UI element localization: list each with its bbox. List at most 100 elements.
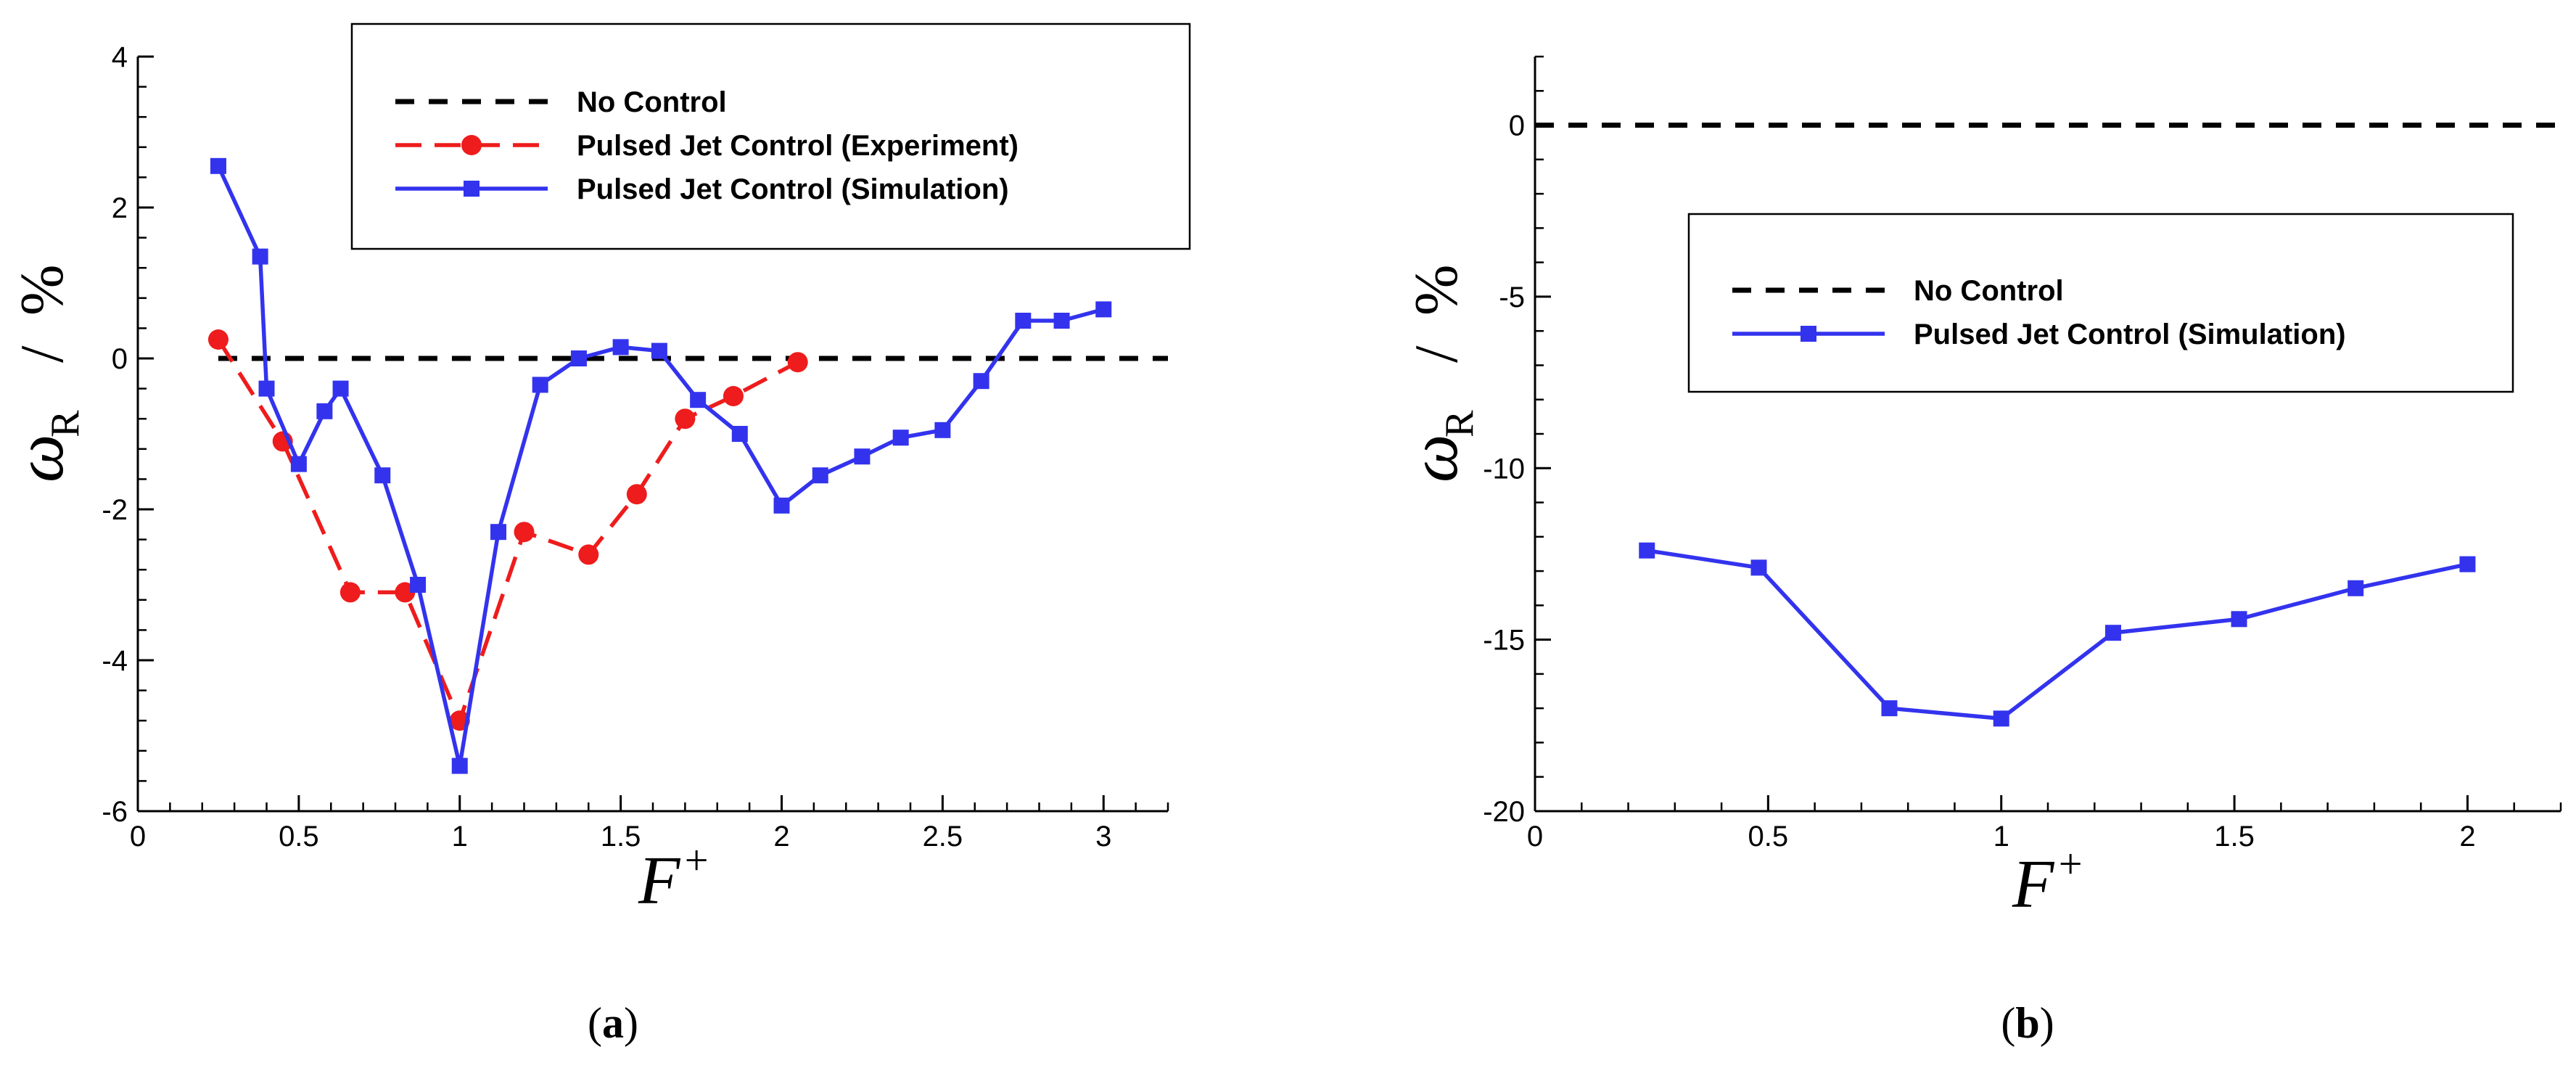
- data-point: [210, 157, 226, 174]
- y-axis-label: ωR /%: [1396, 265, 1482, 482]
- x-tick-label: 0.5: [1748, 821, 1789, 853]
- legend-label: No Control: [577, 86, 727, 118]
- data-point: [1993, 710, 2009, 727]
- caption-letter: b: [2015, 999, 2039, 1047]
- legend-box: [350, 22, 1191, 250]
- data-point: [1015, 313, 1032, 329]
- data-point: [2459, 556, 2476, 572]
- data-point: [252, 248, 268, 265]
- legend: No Control Pulsed Jet Control (Simulation…: [1687, 213, 2514, 393]
- data-point: [514, 522, 535, 543]
- data-point: [2104, 625, 2121, 641]
- x-axis-label: F: [2012, 847, 2055, 922]
- data-point: [532, 377, 548, 393]
- series-3: [210, 157, 1112, 774]
- data-point: [787, 352, 808, 373]
- data-point: [570, 350, 587, 366]
- data-point: [258, 380, 275, 397]
- y-tick-label: -4: [102, 645, 128, 677]
- x-tick-label: 0.5: [279, 821, 319, 853]
- caption-open: (: [2001, 999, 2015, 1047]
- data-point: [332, 380, 349, 397]
- y-tick-label: -6: [102, 796, 128, 828]
- y-axis-symbol: ω: [1396, 435, 1472, 482]
- data-point: [934, 422, 951, 438]
- y-axis-separator: /: [9, 345, 76, 363]
- y-tick-label: 0: [1509, 110, 1525, 142]
- data-point: [340, 582, 361, 603]
- chart-panel-b: 0 0.5 1 1.5 2 -20 -15 -10 -5 0 No Control Pulsed Je…: [1396, 55, 2562, 1047]
- x-tick-label: 0: [130, 821, 146, 853]
- y-axis-separator: /: [1403, 345, 1470, 363]
- data-point: [2231, 611, 2247, 628]
- x-tick-label: 2: [773, 821, 789, 853]
- data-point: [290, 456, 307, 472]
- data-point: [1095, 301, 1112, 318]
- data-point: [651, 342, 667, 359]
- y-tick-label: -5: [1499, 282, 1525, 313]
- data-point: [2347, 580, 2364, 596]
- data-point: [675, 408, 696, 430]
- y-axis-subscript: R: [1437, 410, 1482, 438]
- x-axis-label-superscript: +: [2056, 840, 2084, 887]
- x-axis-label: F: [638, 843, 681, 919]
- data-point: [854, 448, 871, 465]
- x-tick-label: 1.5: [601, 821, 641, 853]
- x-tick-label: 3: [1095, 821, 1111, 853]
- y-axis-label: ωR /%: [2, 265, 88, 482]
- x-tick-label: 2.5: [923, 821, 963, 853]
- data-point: [451, 757, 468, 774]
- series-2: [1639, 542, 2476, 727]
- y-axis-subscript: R: [43, 410, 88, 438]
- y-tick-label: 4: [112, 41, 128, 73]
- data-point: [1881, 700, 1898, 717]
- x-tick-label: 2: [2459, 821, 2475, 853]
- data-point: [731, 426, 748, 442]
- y-tick-label: -2: [102, 494, 128, 526]
- data-point: [892, 430, 909, 446]
- x-axis-label-superscript: +: [682, 837, 710, 884]
- chart-panel-a: 0 0.5 1 1.5 2 2.5 3 -6 -4 -2 0 2 4 No Control Pulsed J…: [2, 22, 1191, 1047]
- data-point: [490, 524, 506, 541]
- y-axis-unit: %: [1403, 265, 1470, 316]
- caption-close: ): [2040, 999, 2054, 1047]
- data-point: [316, 403, 333, 419]
- legend-marker: [461, 135, 482, 155]
- data-point: [207, 329, 229, 350]
- data-point: [612, 339, 629, 356]
- y-tick-label: -10: [1483, 453, 1525, 485]
- data-point: [626, 484, 647, 505]
- y-tick-label: -20: [1483, 796, 1525, 828]
- data-point: [1750, 559, 1767, 576]
- y-axis-unit: %: [9, 265, 76, 316]
- data-point: [374, 467, 391, 484]
- x-tick-label: 1: [452, 821, 468, 853]
- legend-marker: [464, 181, 480, 197]
- y-axis-symbol: ω: [2, 435, 78, 482]
- data-point: [723, 386, 744, 406]
- y-tick-label: 2: [112, 192, 128, 224]
- legend-label: Pulsed Jet Control (Simulation): [1914, 319, 2346, 350]
- data-point: [773, 497, 790, 514]
- panel-caption: (a): [588, 999, 638, 1047]
- data-point: [690, 392, 707, 408]
- legend: No Control Pulsed Jet Control (Experiment…: [350, 22, 1191, 250]
- data-point: [1053, 313, 1070, 329]
- y-tick-label: 0: [112, 343, 128, 375]
- series-line: [216, 338, 799, 723]
- x-tick-label: 0: [1527, 821, 1543, 853]
- data-point: [410, 577, 427, 593]
- caption-letter: a: [602, 999, 624, 1047]
- data-point: [973, 373, 989, 390]
- legend-marker: [1801, 326, 1816, 342]
- legend-label: No Control: [1914, 275, 2064, 307]
- data-point: [578, 544, 599, 565]
- x-tick-label: 1: [1993, 821, 2009, 853]
- series-2: [207, 329, 808, 731]
- data-point: [1639, 542, 1655, 559]
- panel-caption: (b): [2001, 999, 2054, 1047]
- caption-close: ): [624, 999, 638, 1047]
- legend-label: Pulsed Jet Control (Experiment): [577, 130, 1019, 162]
- legend-box: [1687, 213, 2514, 393]
- legend-label: Pulsed Jet Control (Simulation): [577, 173, 1009, 205]
